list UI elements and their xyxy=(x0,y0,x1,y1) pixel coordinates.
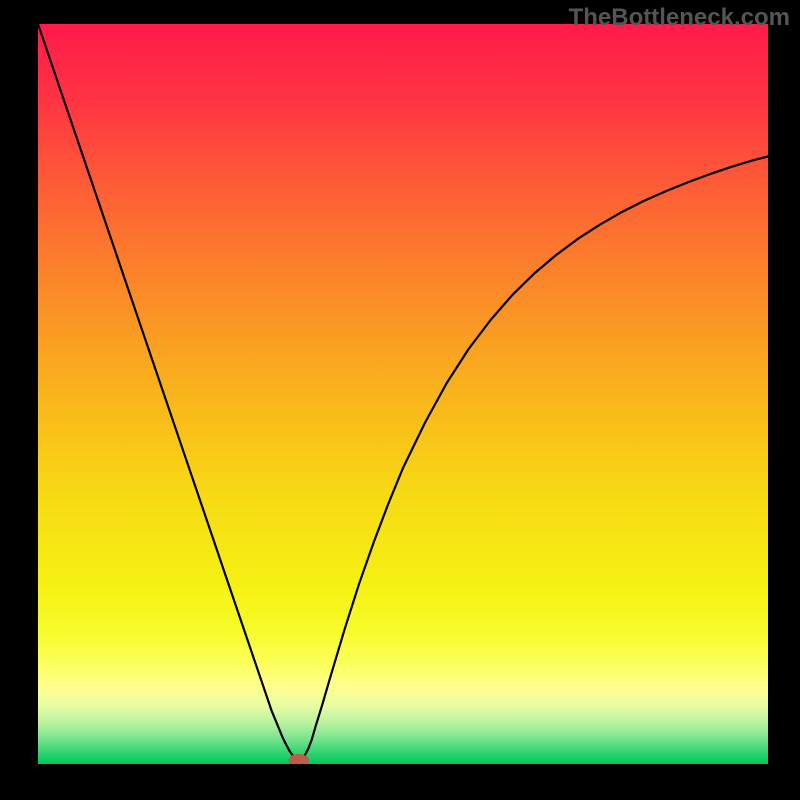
watermark-text: TheBottleneck.com xyxy=(569,4,790,32)
figure-container: TheBottleneck.com xyxy=(0,0,800,800)
plot-area xyxy=(38,24,768,764)
chart-svg xyxy=(38,24,768,764)
gradient-background xyxy=(38,24,768,764)
